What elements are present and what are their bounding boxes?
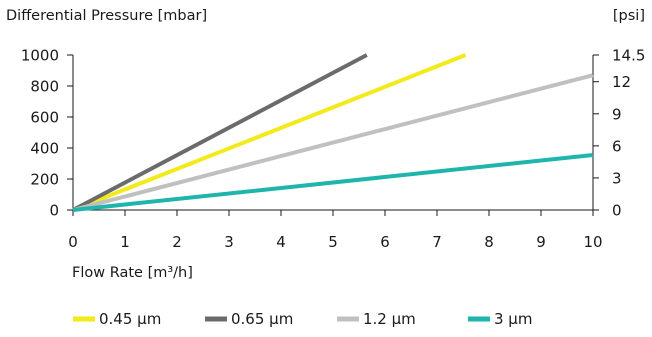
y-axis-left-ticks: 0 200 400 600 800 1000 xyxy=(21,47,73,220)
x-tick-label: 10 xyxy=(583,233,602,251)
y-left-tick-label: 0 xyxy=(49,202,59,220)
legend-label-0: 0.45 μm xyxy=(99,310,161,328)
y-left-tick-label: 800 xyxy=(30,78,59,96)
x-tick-label: 3 xyxy=(224,233,234,251)
y-left-tick-label: 600 xyxy=(30,109,59,127)
y-axis-right-title: [psi] xyxy=(613,8,645,24)
x-tick-label: 0 xyxy=(68,233,78,251)
x-tick-label: 1 xyxy=(120,233,130,251)
y-left-tick-label: 200 xyxy=(30,171,59,189)
x-tick-label: 9 xyxy=(536,233,546,251)
series-line-0 xyxy=(72,53,467,212)
legend-label-3: 3 μm xyxy=(494,310,532,328)
x-axis-title: Flow Rate [m³/h] xyxy=(72,265,193,281)
series-line-2 xyxy=(72,73,594,212)
y-right-tick-label: 0 xyxy=(612,202,622,220)
legend: 0.45 μm 0.65 μm 1.2 μm 3 μm xyxy=(73,310,532,328)
series-lines xyxy=(72,53,594,212)
x-tick-label: 6 xyxy=(380,233,390,251)
y-axis-right-ticks: 0 3 6 9 12 14.5 xyxy=(593,47,645,220)
y-left-tick-label: 400 xyxy=(30,140,59,158)
x-tick-label: 5 xyxy=(328,233,338,251)
x-tick-label: 7 xyxy=(432,233,442,251)
legend-label-2: 1.2 μm xyxy=(363,310,416,328)
y-left-tick-label: 1000 xyxy=(21,47,59,65)
y-axis-left-title: Differential Pressure [mbar] xyxy=(6,8,207,24)
y-right-tick-label: 14.5 xyxy=(612,47,645,65)
series-line-3 xyxy=(72,152,594,212)
x-tick-label: 2 xyxy=(172,233,182,251)
x-axis-ticks: 0 1 2 3 4 5 6 7 8 9 10 xyxy=(68,210,603,251)
series-line-1 xyxy=(72,53,368,212)
x-tick-label: 4 xyxy=(276,233,286,251)
y-right-tick-label: 12 xyxy=(612,73,631,91)
legend-label-1: 0.65 μm xyxy=(231,310,293,328)
y-right-tick-label: 3 xyxy=(612,169,622,187)
x-tick-label: 8 xyxy=(484,233,494,251)
y-right-tick-label: 6 xyxy=(612,137,622,155)
y-right-tick-label: 9 xyxy=(612,105,622,123)
